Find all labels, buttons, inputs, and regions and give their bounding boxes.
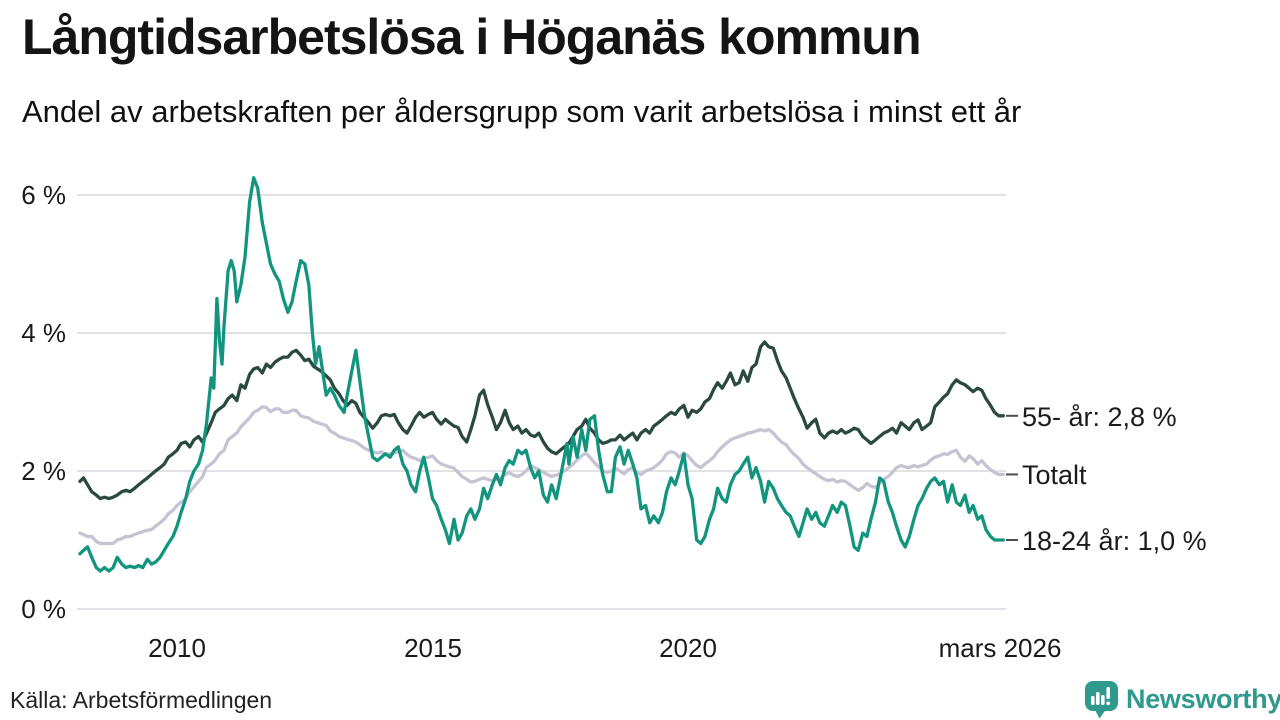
series-end-label-55-ar: 55- år: 2,8 % <box>1022 401 1177 432</box>
y-tick-label-2: 2 % <box>21 456 66 486</box>
line-totalt <box>78 405 1005 546</box>
x-tick-label-2015: 2015 <box>404 633 462 663</box>
page-title: Långtidsarbetslösa i Höganäs kommun <box>22 9 922 65</box>
y-tick-label-4: 4 % <box>21 318 66 348</box>
x-tick-label-mars-2026: mars 2026 <box>938 633 1062 663</box>
source-note: Källa: Arbetsförmedlingen <box>10 687 273 713</box>
x-tick-label-2020: 2020 <box>659 633 717 663</box>
series-end-label-totalt: Totalt <box>1022 460 1087 491</box>
bar-chart-speech-bubble-icon <box>1085 681 1118 719</box>
line-55-ar <box>78 340 1005 501</box>
y-tick-label-6: 6 % <box>21 180 66 210</box>
y-tick-label-0: 0 % <box>21 594 66 624</box>
brand-wordmark: Newsworthy <box>1126 683 1280 714</box>
line-18-24-ar <box>78 176 1005 573</box>
x-tick-label-2010: 2010 <box>148 633 206 663</box>
page-subtitle: Andel av arbetskraften per åldersgrupp s… <box>22 94 1022 129</box>
series-end-label-18-24-ar: 18-24 år: 1,0 % <box>1022 526 1207 556</box>
brand-logo: Newsworthy <box>1083 679 1280 719</box>
